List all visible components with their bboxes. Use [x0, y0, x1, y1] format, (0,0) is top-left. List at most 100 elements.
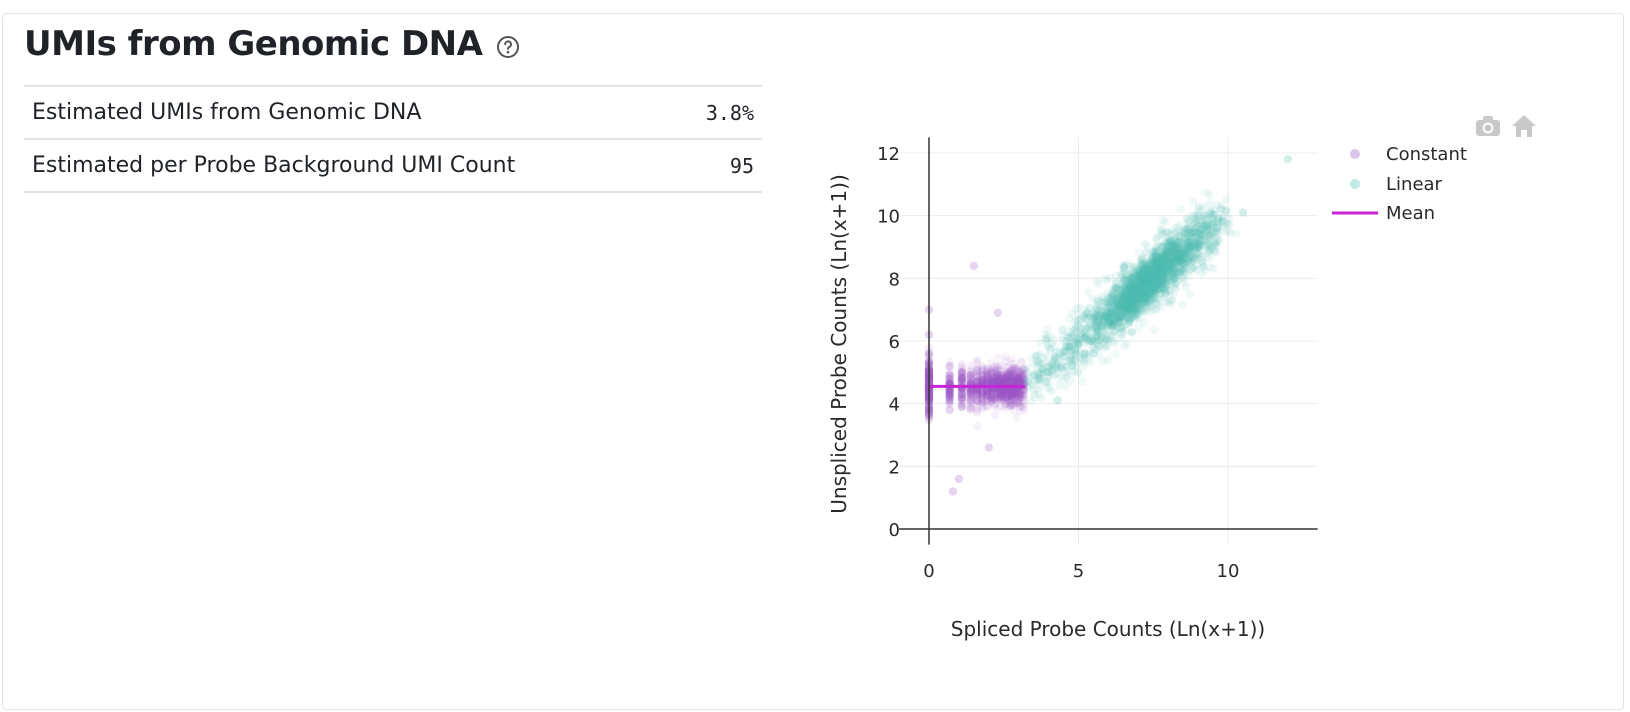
linear-point	[1109, 336, 1118, 346]
linear-point	[1151, 281, 1160, 291]
linear-point	[1086, 322, 1096, 332]
linear-point	[1131, 288, 1141, 297]
linear-point	[1190, 263, 1199, 273]
linear-point	[1046, 344, 1056, 353]
linear-point	[1082, 314, 1091, 323]
help-icon[interactable]	[496, 35, 520, 59]
linear-point	[1159, 294, 1169, 303]
linear-point	[1159, 255, 1168, 264]
linear-point	[1155, 268, 1165, 278]
linear-point	[1153, 258, 1163, 267]
x-tick-label: 10	[1217, 561, 1240, 582]
linear-point	[1035, 381, 1045, 390]
linear-point	[1152, 275, 1162, 284]
linear-point	[1124, 287, 1133, 297]
linear-point	[1133, 285, 1143, 294]
linear-point	[1143, 283, 1152, 292]
linear-point	[1101, 311, 1110, 321]
linear-point	[1048, 361, 1057, 370]
linear-point	[1144, 274, 1154, 284]
linear-point	[1057, 325, 1067, 335]
linear-point	[1157, 278, 1166, 288]
linear-point	[1086, 325, 1096, 335]
linear-point	[1112, 314, 1121, 323]
linear-point	[1232, 229, 1241, 238]
linear-point	[1158, 215, 1168, 225]
linear-point	[1137, 288, 1147, 297]
constant-point	[1019, 405, 1029, 415]
linear-point	[1109, 289, 1118, 299]
linear-point	[1114, 292, 1124, 301]
linear-point	[1178, 274, 1187, 283]
linear-point	[1093, 279, 1102, 288]
linear-point	[1093, 294, 1102, 304]
linear-point	[1171, 247, 1180, 256]
linear-point	[1169, 245, 1178, 255]
linear-point	[1029, 389, 1039, 398]
linear-point	[1106, 334, 1115, 344]
linear-point	[1172, 255, 1181, 264]
linear-point	[1171, 243, 1180, 252]
linear-point	[1089, 337, 1098, 346]
linear-point	[1178, 248, 1188, 257]
linear-point	[1145, 269, 1154, 279]
linear-point	[1138, 254, 1147, 263]
linear-point	[1123, 313, 1132, 323]
linear-point	[1127, 275, 1136, 284]
linear-point	[1169, 235, 1179, 245]
camera-icon[interactable]	[1474, 113, 1502, 139]
linear-point	[1117, 292, 1126, 302]
linear-point	[1043, 343, 1052, 352]
linear-point	[1063, 343, 1072, 352]
linear-point	[1143, 288, 1152, 297]
linear-point	[1190, 223, 1200, 233]
linear-point	[1182, 228, 1191, 238]
linear-point	[1128, 294, 1138, 303]
home-icon[interactable]	[1510, 113, 1538, 139]
linear-point	[1043, 362, 1053, 372]
linear-point	[1079, 354, 1088, 364]
linear-point	[1124, 293, 1133, 303]
linear-point	[1164, 255, 1173, 264]
linear-point	[1186, 224, 1195, 233]
linear-point	[1159, 251, 1169, 260]
linear-point	[1092, 338, 1102, 348]
linear-point	[1119, 267, 1128, 276]
linear-point	[1166, 237, 1175, 247]
linear-point	[1137, 272, 1146, 282]
linear-point	[1142, 241, 1152, 250]
linear-point	[1127, 274, 1137, 284]
linear-point	[1144, 277, 1153, 287]
linear-point	[1163, 266, 1172, 276]
linear-point	[1150, 251, 1160, 260]
linear-point	[1196, 269, 1205, 278]
linear-point	[1125, 284, 1134, 294]
linear-point	[1106, 301, 1115, 310]
linear-point	[1027, 353, 1036, 363]
linear-point	[1104, 337, 1113, 347]
y-tick-label: 0	[889, 520, 900, 541]
linear-point	[1162, 248, 1172, 258]
linear-point	[1134, 305, 1143, 314]
linear-point	[1104, 326, 1113, 336]
linear-point	[1092, 322, 1102, 331]
linear-point	[1050, 352, 1060, 361]
linear-point	[1127, 328, 1136, 338]
linear-point	[1180, 247, 1190, 256]
linear-point	[1129, 276, 1138, 285]
linear-point	[1104, 321, 1113, 331]
linear-point	[1185, 255, 1194, 265]
linear-point	[1126, 285, 1136, 295]
linear-point	[1183, 247, 1192, 256]
linear-point	[1140, 290, 1149, 299]
linear-point	[1160, 259, 1170, 268]
linear-point	[1172, 267, 1181, 276]
linear-point	[1180, 264, 1189, 273]
linear-point	[1129, 306, 1139, 316]
constant-point	[983, 386, 992, 396]
linear-point	[1126, 278, 1135, 287]
linear-point	[1129, 293, 1139, 302]
constant-point	[1002, 371, 1011, 380]
linear-point	[1113, 305, 1122, 314]
linear-point	[1123, 290, 1132, 300]
